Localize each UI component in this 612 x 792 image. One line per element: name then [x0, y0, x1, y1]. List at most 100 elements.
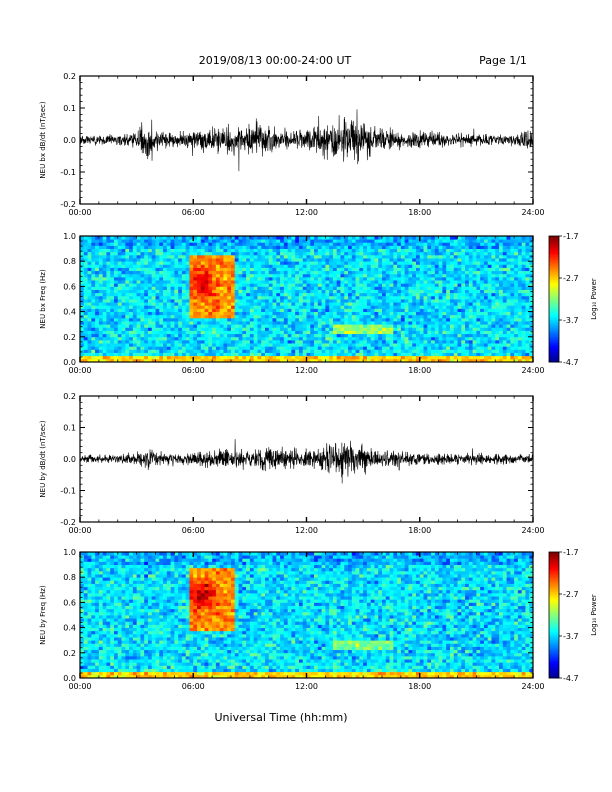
spectrogram-cell: [370, 286, 375, 290]
spectrogram-cell: [408, 339, 413, 344]
spectrogram-cell: [382, 254, 387, 259]
spectrogram-cell: [348, 295, 353, 300]
spectrogram-cell: [385, 299, 390, 303]
spectrogram-cell: [502, 324, 507, 328]
spectrogram-cell: [261, 258, 266, 262]
spectrogram-cell: [359, 305, 364, 309]
spectrogram-cell: [178, 349, 183, 353]
spectrogram-cell: [457, 258, 462, 262]
spectrogram-cell: [227, 330, 232, 335]
spectrogram-cell: [442, 305, 447, 309]
spectrogram-cell: [397, 305, 402, 309]
spectrogram-cell: [276, 280, 281, 284]
spectrogram-cell: [197, 236, 202, 240]
spectrogram-cell: [291, 299, 296, 303]
spectrogram-cell: [446, 314, 451, 319]
spectrogram-cell: [242, 352, 247, 357]
y-tick-label: 0.0: [63, 358, 76, 367]
spectrogram-cell: [144, 355, 149, 360]
spectrogram-cell: [393, 254, 398, 259]
spectrogram-cell: [359, 324, 364, 328]
spectrogram-cell: [382, 327, 387, 331]
spectrogram-cell: [113, 343, 119, 347]
spectrogram-cell: [197, 358, 202, 363]
spectrogram-cell: [106, 270, 111, 275]
spectrogram-cell: [434, 324, 440, 328]
spectrogram-cell: [366, 286, 372, 290]
spectrogram-cell: [453, 261, 458, 265]
spectrogram-cell: [525, 349, 530, 353]
spectrogram-cell: [113, 270, 119, 275]
spectrogram-cell: [359, 270, 364, 275]
spectrogram-cell: [155, 276, 160, 281]
spectrogram-cell: [215, 314, 221, 319]
spectrogram-cell: [212, 302, 217, 306]
spectrogram-cell: [306, 267, 311, 272]
spectrogram-cell: [238, 270, 243, 275]
spectrogram-cell: [382, 264, 387, 268]
spectrogram-cell: [404, 324, 409, 328]
spectrogram-cell: [351, 336, 356, 341]
spectrogram-cell: [453, 286, 458, 290]
spectrogram-cell: [314, 248, 319, 253]
spectrogram-cell: [140, 270, 145, 275]
spectrogram-cell: [389, 254, 394, 259]
spectrogram-cell: [129, 239, 134, 243]
spectrogram-cell: [529, 349, 534, 353]
spectrogram-cell: [140, 248, 145, 253]
spectrogram-cell: [510, 311, 515, 316]
spectrogram-cell: [264, 317, 270, 322]
spectrogram-cell: [446, 273, 451, 278]
spectrogram-cell: [223, 349, 228, 353]
spectrogram-cell: [249, 339, 255, 344]
spectrogram-cell: [480, 349, 485, 353]
spectrogram-cell: [521, 270, 526, 275]
spectrogram-cell: [246, 280, 251, 284]
spectrogram-cell: [412, 276, 417, 281]
spectrogram-cell: [223, 276, 228, 281]
spectrogram-cell: [121, 305, 126, 309]
spectrogram-cell: [287, 330, 292, 335]
x-tick-label: 06:00: [182, 366, 205, 375]
spectrogram-cell: [178, 292, 183, 297]
spectrogram-cell: [329, 346, 334, 350]
spectrogram-cell: [344, 280, 349, 284]
spectrogram-cell: [212, 343, 217, 347]
spectrogram-cell: [446, 258, 451, 262]
spectrogram-cell: [344, 333, 349, 338]
spectrogram-cell: [423, 302, 428, 306]
spectrogram-cell: [291, 258, 296, 262]
spectrogram-cell: [212, 273, 217, 278]
spectrogram-cell: [238, 336, 243, 341]
spectrogram-cell: [223, 267, 228, 272]
spectrogram-cell: [423, 330, 428, 335]
spectrogram-cell: [404, 336, 409, 341]
spectrogram-cell: [453, 330, 458, 335]
spectrogram-cell: [125, 254, 130, 259]
spectrogram-cell: [438, 308, 443, 312]
spectrogram-cell: [321, 352, 326, 357]
spectrogram-cell: [442, 289, 447, 294]
spectrogram-cell: [480, 280, 485, 284]
spectrogram-cell: [242, 327, 247, 331]
spectrogram-cell: [370, 245, 375, 249]
spectrogram-cell: [332, 245, 338, 249]
spectrogram-cell: [283, 324, 289, 328]
spectrogram-cell: [415, 333, 421, 338]
spectrogram-cell: [234, 358, 239, 363]
spectrogram-cell: [110, 280, 115, 284]
spectrogram-cell: [215, 245, 221, 249]
spectrogram-cell: [144, 280, 149, 284]
spectrogram-cell: [298, 352, 304, 357]
spectrogram-cell: [382, 311, 387, 316]
spectrogram-cell: [340, 273, 345, 278]
spectrogram-cell: [336, 248, 341, 253]
spectrogram-cell: [242, 242, 247, 246]
spectrogram-cell: [514, 295, 519, 300]
spectrogram-cell: [370, 267, 375, 272]
spectrogram-cell: [276, 258, 281, 262]
spectrogram-cell: [389, 248, 394, 253]
spectrogram-cell: [80, 280, 85, 284]
spectrogram-cell: [325, 305, 330, 309]
spectrogram-cell: [234, 283, 239, 287]
